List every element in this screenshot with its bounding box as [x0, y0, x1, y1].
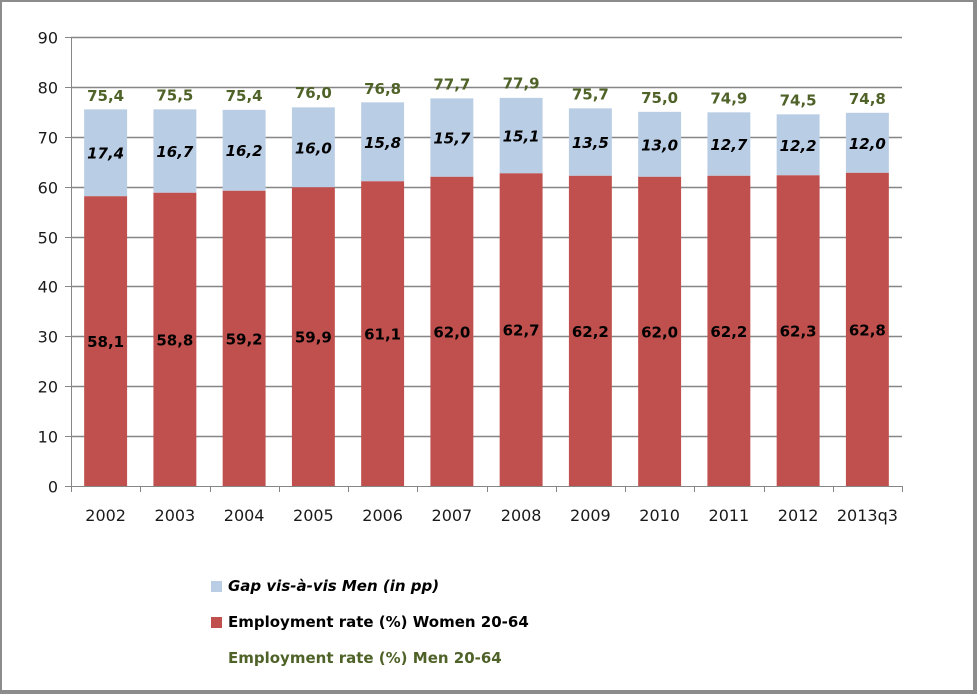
y-tick-label: 50: [38, 229, 58, 248]
bar-gap: [291, 107, 335, 188]
legend-label-women: Employment rate (%) Women 20-64: [228, 613, 529, 631]
legend-label-gap: Gap vis-à-vis Men (in pp): [228, 577, 440, 595]
data-label-men: 75,5: [156, 86, 193, 104]
bar-women: [776, 175, 820, 487]
x-tick-label: 2010: [639, 506, 680, 525]
data-label-women: 61,1: [364, 326, 401, 344]
data-label-men: 76,0: [295, 84, 332, 102]
legend-item-men: Employment rate (%) Men 20-64: [211, 640, 529, 676]
data-label-women: 62,2: [572, 323, 609, 341]
y-tick-label: 10: [38, 428, 58, 447]
x-tick-label: 2005: [293, 506, 334, 525]
data-labels: 58,1 17,4 75,4 58,8 16,7 75,5 59,2 16,2 75,4 59,9…: [87, 74, 886, 351]
legend-swatch-men: [211, 653, 222, 664]
legend-label-men: Employment rate (%) Men 20-64: [228, 649, 502, 667]
data-label-women: 59,2: [226, 330, 263, 348]
data-label-gap: 13,5: [572, 134, 609, 152]
x-tick-label: 2007: [432, 506, 473, 525]
gridlines: [71, 36, 902, 438]
data-label-women: 62,7: [503, 322, 540, 340]
bar-gap: [568, 108, 612, 176]
legend-item-gap: Gap vis-à-vis Men (in pp): [211, 568, 529, 604]
data-label-gap: 16,2: [226, 142, 263, 160]
bar-women: [499, 173, 543, 487]
bar-gap: [499, 97, 543, 174]
legend-swatch-gap: [211, 580, 222, 592]
y-tick-label: 30: [38, 328, 58, 347]
data-label-men: 75,7: [572, 85, 609, 103]
data-label-gap: 13,0: [641, 136, 678, 154]
y-tick-label: 90: [38, 29, 58, 48]
data-label-men: 77,7: [433, 75, 470, 93]
bar-gap: [776, 114, 820, 176]
data-label-gap: 15,7: [433, 130, 471, 148]
data-label-women: 62,2: [710, 323, 747, 341]
legend-swatch-women: [211, 616, 222, 628]
data-label-gap: 15,1: [503, 128, 540, 146]
bar-gap: [845, 112, 889, 173]
data-label-women: 62,8: [849, 321, 886, 339]
bar-women: [84, 196, 128, 486]
y-tick-label: 60: [38, 179, 58, 198]
data-label-gap: 17,4: [87, 145, 124, 163]
data-label-gap: 12,2: [780, 137, 817, 155]
x-tick-label: 2008: [501, 506, 542, 525]
data-label-men: 77,9: [503, 74, 540, 92]
y-tick-label: 70: [38, 129, 58, 148]
data-label-men: 75,4: [226, 87, 263, 105]
x-tick-label: 2012: [778, 506, 819, 525]
y-tick-label: 80: [38, 79, 58, 98]
x-tick-label: 2004: [224, 506, 265, 525]
bar-women: [222, 190, 266, 486]
data-label-gap: 15,8: [364, 134, 401, 152]
x-tick-label: 2011: [709, 506, 750, 525]
bar-gap: [222, 109, 266, 191]
bar-women: [291, 187, 335, 486]
bar-gap: [707, 112, 751, 176]
data-label-men: 74,5: [780, 91, 817, 109]
x-tick-label: 2003: [155, 506, 196, 525]
data-label-men: 75,0: [641, 89, 678, 107]
legend-item-women: Employment rate (%) Women 20-64: [211, 604, 529, 640]
x-tick-label: 2009: [570, 506, 611, 525]
bar-gap: [638, 111, 682, 177]
x-tick-label: 2013q3: [837, 506, 898, 525]
data-label-gap: 12,7: [710, 136, 748, 154]
data-label-women: 62,3: [780, 323, 817, 341]
bar-gap: [84, 109, 128, 197]
data-label-men: 74,8: [849, 90, 886, 108]
data-label-women: 62,0: [433, 323, 470, 341]
y-tick-label: 40: [38, 278, 58, 297]
bar-women: [361, 181, 405, 486]
y-tick-label: 20: [38, 378, 58, 397]
data-label-gap: 16,0: [295, 139, 332, 157]
bar-women: [845, 172, 889, 486]
data-label-men: 74,9: [710, 89, 747, 107]
x-tick-label: 2002: [85, 506, 126, 525]
data-label-men: 75,4: [87, 87, 124, 105]
y-tick-label: 0: [48, 478, 58, 497]
data-label-women: 62,0: [641, 323, 678, 341]
data-label-women: 58,1: [87, 333, 124, 351]
axes: 0 10 20 30 40 50 60 70 80 90 2002 2003 2004 2005 2006 2…: [38, 29, 903, 525]
bar-women: [638, 176, 682, 486]
data-label-women: 58,8: [156, 331, 193, 349]
x-tick-label: 2006: [362, 506, 403, 525]
bar-women: [707, 175, 751, 487]
data-label-gap: 16,7: [156, 143, 194, 161]
bar-gap: [430, 98, 474, 177]
legend: Gap vis-à-vis Men (in pp) Employment rat…: [211, 568, 529, 676]
bar-women: [153, 192, 197, 487]
bar-gap: [361, 102, 405, 182]
data-label-men: 76,8: [364, 80, 401, 98]
bars: [84, 97, 889, 487]
data-label-women: 59,9: [295, 329, 332, 347]
bar-women: [430, 176, 474, 486]
data-label-gap: 12,0: [849, 135, 886, 153]
bar-women: [568, 175, 612, 487]
bar-gap: [153, 109, 197, 193]
